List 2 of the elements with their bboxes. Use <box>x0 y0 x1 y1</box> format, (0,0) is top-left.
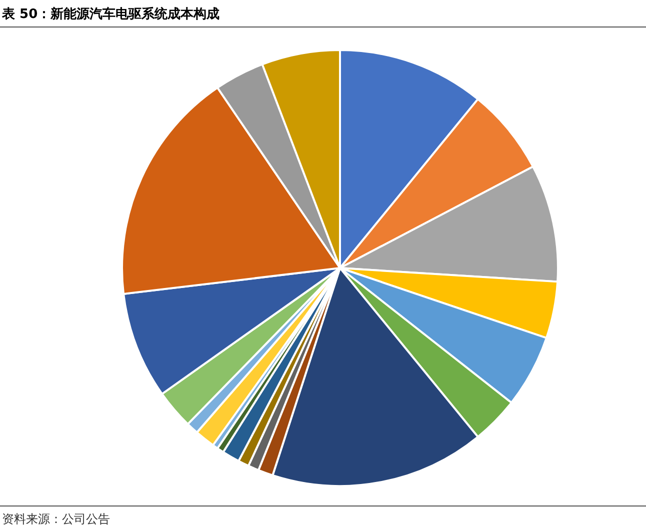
text: 资料来源：公司公告 <box>2 512 110 526</box>
chart-title: 表 50：新能源汽车电驱系统成本构成 <box>1 6 220 22</box>
